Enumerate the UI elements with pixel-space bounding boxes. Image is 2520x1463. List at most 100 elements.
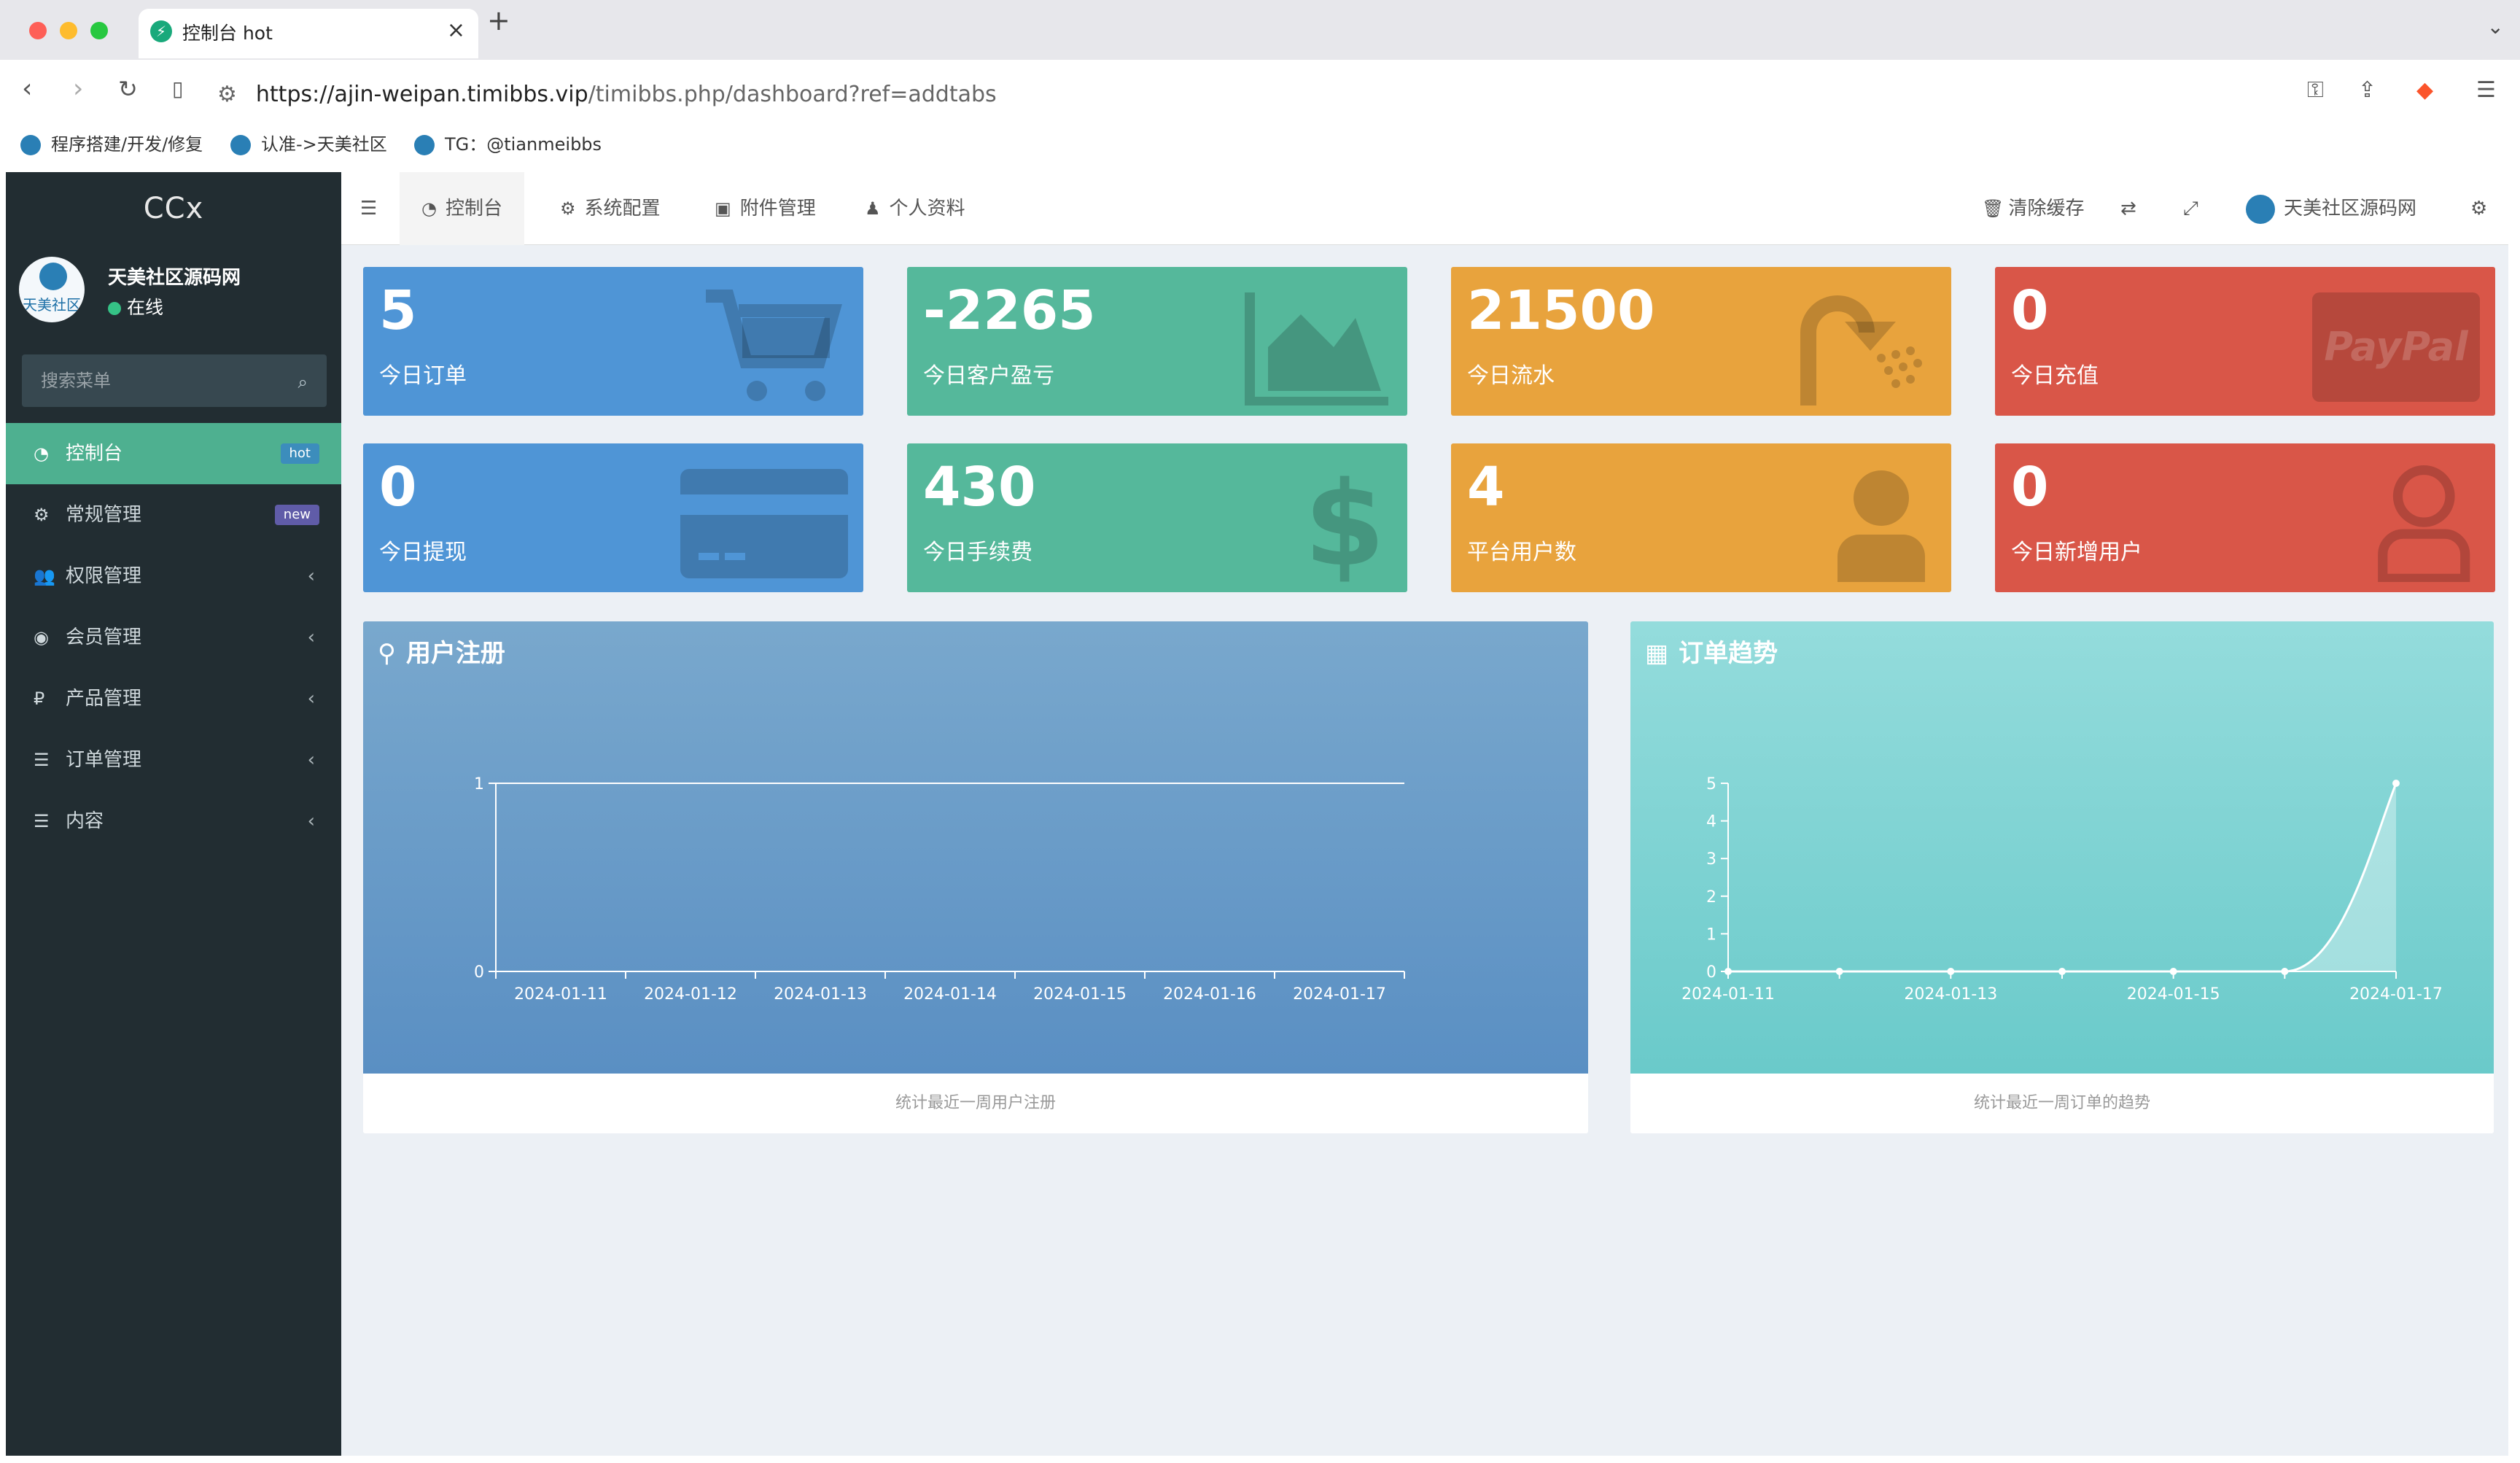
stat-label: 今日流水 xyxy=(1467,363,1555,389)
minimize-window-button[interactable] xyxy=(60,22,77,39)
key-icon[interactable]: ⚿ xyxy=(2307,77,2324,103)
sidebar-item-dashboard[interactable]: ◔ 控制台 hot xyxy=(6,423,341,484)
bookmark-item[interactable]: 认准->天美社区 xyxy=(230,133,387,156)
sidebar-item-content[interactable]: ☰ 内容 ‹ xyxy=(6,791,341,852)
browser-tab[interactable]: ⚡ 控制台 hot × xyxy=(139,9,478,58)
y-tick-label: 1 xyxy=(474,775,484,793)
bookmark-item[interactable]: 程序搭建/开发/修复 xyxy=(20,133,203,156)
stat-value: 0 xyxy=(2011,456,2049,519)
new-tab-button[interactable]: + xyxy=(487,4,510,36)
data-point xyxy=(1947,968,1955,975)
sidebar-item-orders[interactable]: ☰ 订单管理 ‹ xyxy=(6,729,341,791)
image-icon: ▣ xyxy=(715,198,731,219)
sidebar-toggle-icon[interactable]: ☰ xyxy=(360,198,378,220)
fullscreen-icon[interactable]: ⤢ xyxy=(2183,198,2198,220)
y-tick-label: 0 xyxy=(1706,963,1716,982)
site-icon xyxy=(414,135,435,155)
chart-area: 0 1 2024-01-11 2024-01-12 2024-01-13 2024-01-… xyxy=(363,621,1588,1074)
tab-strip: ⚡ 控制台 hot × + ⌄ xyxy=(0,0,2520,60)
forward-button[interactable]: › xyxy=(73,74,84,104)
close-tab-icon[interactable]: × xyxy=(446,18,465,43)
bookmarks-bar: 程序搭建/开发/修复 认准->天美社区 TG：@tianmeibbs xyxy=(0,127,2520,165)
sidebar-item-general[interactable]: ⚙ 常规管理 new xyxy=(6,484,341,546)
cart-icon xyxy=(706,290,842,401)
user-icon: ♟ xyxy=(865,198,881,219)
x-tick-label: 2024-01-11 xyxy=(1681,985,1775,1004)
bookmark-icon[interactable]: ▯ xyxy=(172,77,184,101)
tab-dashboard[interactable]: ◔ 控制台 xyxy=(400,172,524,245)
credit-card-icon xyxy=(680,469,848,578)
clear-cache-button[interactable]: 🗑 清除缓存 xyxy=(1982,198,2085,220)
address-bar[interactable]: ⚙ https://ajin-weipan.timibbs.vip/timibbs… xyxy=(217,77,2332,112)
user-outline-icon xyxy=(2378,465,2470,582)
series-line xyxy=(1728,783,2398,973)
close-window-button[interactable] xyxy=(29,22,47,39)
svg-text:$: $ xyxy=(1304,465,1385,582)
user-registration-panel: 0 1 2024-01-11 2024-01-12 2024-01-13 2024-01-… xyxy=(363,621,1588,1133)
list-icon: ☰ xyxy=(34,811,50,831)
dashboard-icon: ◔ xyxy=(34,443,49,464)
grid-icon: ▦ xyxy=(1645,639,1669,668)
chevron-left-icon: ‹ xyxy=(307,565,315,587)
sidebar-item-members[interactable]: ◉ 会员管理 ‹ xyxy=(6,607,341,668)
search-icon[interactable]: ⌕ xyxy=(298,372,308,392)
shower-icon xyxy=(1800,295,1922,405)
site-icon xyxy=(230,135,251,155)
translate-icon[interactable]: ⇄ xyxy=(2120,198,2136,220)
hot-badge: hot xyxy=(280,443,319,464)
group-icon: 👥 xyxy=(34,566,55,586)
gear-icon: ⚙ xyxy=(560,198,576,219)
panel-title: ⚲ 用户注册 xyxy=(378,639,505,668)
url-host: https://ajin-weipan.timibbs.vip xyxy=(255,82,588,107)
y-tick-label: 2 xyxy=(1706,888,1716,907)
x-tick-label: 2024-01-14 xyxy=(903,985,997,1004)
x-tick-label: 2024-01-13 xyxy=(1904,985,1997,1004)
zoom-window-button[interactable] xyxy=(90,22,108,39)
menu-search-input[interactable] xyxy=(22,354,292,407)
dashboard-icon: ◔ xyxy=(421,198,437,219)
chevron-left-icon: ‹ xyxy=(307,688,315,710)
new-badge: new xyxy=(274,505,319,525)
brand-logo[interactable]: CCx xyxy=(6,172,341,245)
user-registration-chart: 0 1 2024-01-11 2024-01-12 2024-01-13 2024-01-… xyxy=(474,775,1405,1004)
logo-icon xyxy=(39,263,67,290)
top-header: ☰ ◔ 控制台 ⚙ 系统配置 ▣ 附件管理 ♟ 个人资料 🗑 清除缓存 ⇄ ⤢ 天美社区源… xyxy=(341,172,2508,245)
x-tick-label: 2024-01-13 xyxy=(774,985,867,1004)
reload-button[interactable]: ↻ xyxy=(118,75,138,103)
share-icon[interactable]: ⇪ xyxy=(2358,77,2377,103)
sidebar-item-permissions[interactable]: 👥 权限管理 ‹ xyxy=(6,546,341,607)
settings-cogs-icon[interactable]: ⚙ xyxy=(2470,198,2488,220)
area-fill xyxy=(1728,783,2396,971)
stat-label: 平台用户数 xyxy=(1467,540,1576,565)
x-tick-label: 2024-01-11 xyxy=(514,985,607,1004)
data-point xyxy=(2169,968,2177,975)
data-point xyxy=(1835,968,1843,975)
stat-value: 4 xyxy=(1467,456,1505,519)
stat-card-customer-pnl: -2265 今日客户盈亏 xyxy=(907,267,1407,416)
stat-label: 今日客户盈亏 xyxy=(923,363,1054,389)
sidebar-item-products[interactable]: ₽ 产品管理 ‹ xyxy=(6,668,341,729)
stat-label: 今日订单 xyxy=(379,363,467,389)
data-point xyxy=(2058,968,2066,975)
url-path: /timibbs.php/dashboard?ref=addtabs xyxy=(588,82,997,107)
online-dot-icon xyxy=(108,302,121,315)
tab-attachments[interactable]: ▣ 附件管理 xyxy=(715,198,816,220)
stat-label: 今日提现 xyxy=(379,540,467,565)
bolt-icon: ⚡ xyxy=(150,20,172,42)
map-marker-icon: ⚲ xyxy=(378,639,396,668)
tab-system-config[interactable]: ⚙ 系统配置 xyxy=(560,198,661,220)
menu-icon[interactable]: ☰ xyxy=(2476,77,2496,103)
chevron-down-icon[interactable]: ⌄ xyxy=(2486,15,2504,39)
site-account-button[interactable]: 天美社区源码网 xyxy=(2246,172,2416,245)
area-chart-icon xyxy=(1245,292,1388,405)
tab-profile[interactable]: ♟ 个人资料 xyxy=(865,198,965,220)
panel-title: ▦ 订单趋势 xyxy=(1645,639,1778,668)
dollar-icon: $ xyxy=(1304,465,1385,582)
x-tick-label: 2024-01-16 xyxy=(1163,985,1256,1004)
back-button[interactable]: ‹ xyxy=(22,74,33,104)
brave-shield-icon[interactable]: ◆ xyxy=(2416,77,2434,103)
x-tick-label: 2024-01-15 xyxy=(1033,985,1127,1004)
site-settings-icon[interactable]: ⚙ xyxy=(217,82,237,107)
bookmark-item[interactable]: TG：@tianmeibbs xyxy=(414,133,602,156)
